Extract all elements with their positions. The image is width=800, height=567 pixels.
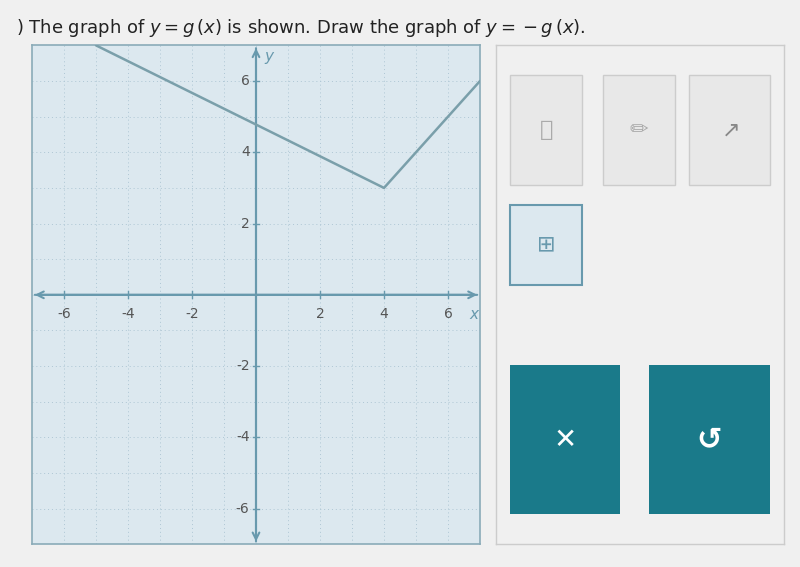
Text: ↗: ↗ bbox=[722, 120, 740, 140]
Text: -6: -6 bbox=[57, 307, 71, 321]
Text: ) The graph of $y=g\,(x)$ is shown. Draw the graph of $y=-g\,(x)$.: ) The graph of $y=g\,(x)$ is shown. Draw… bbox=[16, 17, 586, 39]
Bar bbox=[649, 365, 770, 514]
Text: -4: -4 bbox=[121, 307, 135, 321]
Bar bbox=[510, 75, 582, 185]
Text: -2: -2 bbox=[185, 307, 199, 321]
Text: ⬜: ⬜ bbox=[540, 120, 553, 140]
Bar bbox=[510, 205, 582, 285]
Text: ⊞: ⊞ bbox=[537, 235, 556, 255]
Bar bbox=[510, 365, 620, 514]
Text: -2: -2 bbox=[236, 359, 250, 373]
Bar bbox=[602, 75, 674, 185]
Bar bbox=[689, 75, 770, 185]
Text: ↺: ↺ bbox=[696, 425, 722, 454]
Text: 2: 2 bbox=[316, 307, 324, 321]
Text: y: y bbox=[264, 49, 273, 64]
Text: 6: 6 bbox=[241, 74, 250, 88]
Text: ✕: ✕ bbox=[554, 426, 577, 454]
Text: 4: 4 bbox=[241, 145, 250, 159]
Text: -6: -6 bbox=[236, 502, 250, 515]
Text: 6: 6 bbox=[443, 307, 453, 321]
Text: 2: 2 bbox=[241, 217, 250, 231]
Text: ✏: ✏ bbox=[630, 120, 648, 140]
Text: -4: -4 bbox=[236, 430, 250, 445]
Text: 4: 4 bbox=[380, 307, 388, 321]
Text: x: x bbox=[470, 307, 478, 322]
